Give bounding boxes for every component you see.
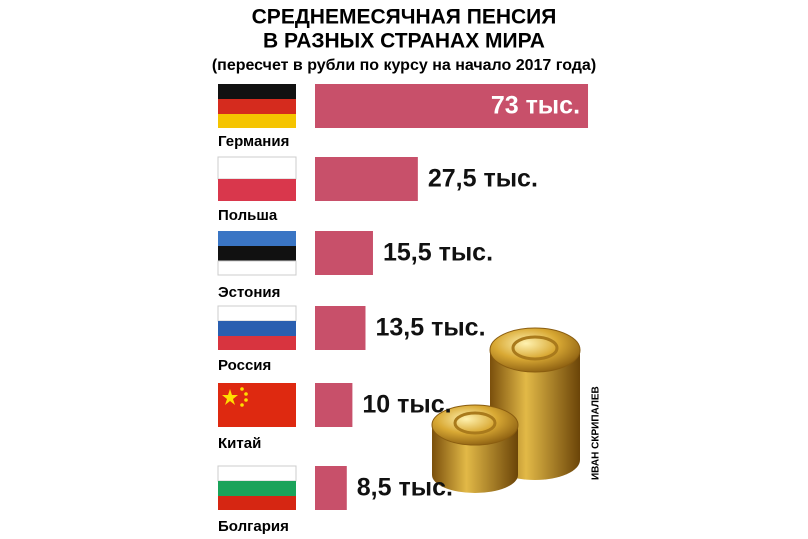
category-label: Россия bbox=[218, 357, 271, 374]
chart-title: СРЕДНЕМЕСЯЧНАЯ ПЕНСИЯ bbox=[252, 6, 557, 29]
chart-subtitle: (пересчет в рубли по курсу на начало 201… bbox=[212, 57, 596, 74]
value-label: 10 тыс. bbox=[362, 391, 451, 419]
value-label: 73 тыс. bbox=[491, 92, 580, 120]
value-label: 27,5 тыс. bbox=[428, 165, 538, 193]
credit: ИВАН СКРИПАЛЕВ bbox=[591, 386, 602, 480]
bar bbox=[315, 157, 418, 201]
category-label: Польша bbox=[218, 207, 278, 224]
bar bbox=[315, 306, 366, 350]
bar bbox=[315, 231, 373, 275]
category-label: Германия bbox=[218, 133, 289, 150]
value-label: 13,5 тыс. bbox=[375, 314, 485, 342]
category-label: Китай bbox=[218, 435, 261, 452]
bar bbox=[315, 466, 347, 510]
chart-title: В РАЗНЫХ СТРАНАХ МИРА bbox=[263, 30, 545, 53]
category-label: Болгария bbox=[218, 518, 289, 535]
bar bbox=[315, 84, 589, 128]
value-label: 15,5 тыс. bbox=[383, 239, 493, 267]
flags bbox=[217, 84, 297, 510]
bar bbox=[315, 383, 353, 427]
coins-illustration bbox=[431, 327, 581, 493]
category-label: Эстония bbox=[218, 284, 280, 301]
value-label: 8,5 тыс. bbox=[357, 474, 453, 502]
